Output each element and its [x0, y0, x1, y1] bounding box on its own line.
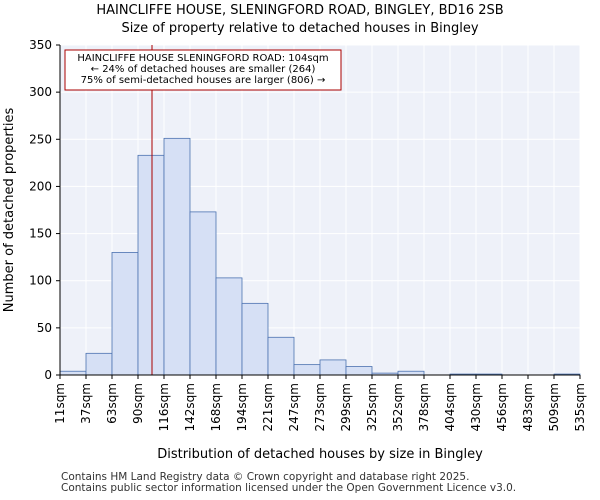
annotation-line-3: 75% of semi-detached houses are larger (… [81, 75, 326, 86]
y-axis-ticks: 0 50 100 150 200 250 300 350 [29, 38, 60, 382]
bar-299sqm [345, 366, 373, 376]
x-tick-label: 378sqm [417, 383, 431, 431]
x-tick-label: 116sqm [157, 383, 171, 431]
x-tick-label: 535sqm [573, 383, 587, 431]
bar-116sqm [163, 137, 191, 376]
bar-247sqm [293, 364, 321, 376]
x-tick-label: 221sqm [261, 383, 275, 431]
x-tick-label: 168sqm [209, 383, 223, 431]
bar-142sqm [189, 211, 217, 376]
x-tick-label: 509sqm [547, 383, 561, 431]
x-tick-label: 325sqm [365, 383, 379, 431]
footer-line-2: Contains public sector information licen… [61, 482, 517, 494]
x-tick-label: 90sqm [131, 383, 145, 424]
x-tick-label: 63sqm [105, 383, 119, 424]
y-tick-label: 150 [29, 227, 52, 241]
chart-subtitle: Size of property relative to detached ho… [121, 21, 479, 36]
bars [59, 137, 581, 376]
annotation-line-2: ← 24% of detached houses are smaller (26… [91, 64, 316, 75]
x-tick-label: 483sqm [521, 383, 535, 431]
annotation-line-1: HAINCLIFFE HOUSE SLENINGFORD ROAD: 104sq… [77, 53, 328, 64]
grid-lines [59, 44, 581, 376]
bar-11sqm [59, 370, 87, 376]
y-tick-label: 0 [44, 368, 52, 382]
x-tick-label: 194sqm [235, 383, 249, 431]
x-tick-label: 456sqm [495, 383, 509, 431]
bar-168sqm [215, 277, 243, 376]
x-tick-label: 247sqm [287, 383, 301, 431]
x-tick-label: 352sqm [391, 383, 405, 431]
footer-line-1: Contains HM Land Registry data © Crown c… [61, 471, 470, 483]
annotation-box: HAINCLIFFE HOUSE SLENINGFORD ROAD: 104sq… [64, 49, 342, 91]
x-tick-label: 299sqm [339, 383, 353, 431]
bar-352sqm [397, 370, 425, 376]
x-axis-ticks: 11sqm 37sqm 63sqm 90sqm 116sqm 142sqm 168sqm 19… [53, 375, 587, 431]
x-tick-label: 404sqm [443, 383, 457, 431]
chart-title-block: HAINCLIFFE HOUSE, SLENINGFORD ROAD, BING… [0, 2, 600, 38]
bar-194sqm [241, 302, 269, 376]
y-tick-label: 200 [29, 179, 52, 193]
x-tick-label: 37sqm [79, 383, 93, 424]
chart-title: HAINCLIFFE HOUSE, SLENINGFORD ROAD, BING… [96, 3, 504, 18]
bar-221sqm [267, 336, 295, 376]
y-tick-label: 350 [29, 38, 52, 52]
annotation-border [64, 49, 342, 91]
bar-90sqm [137, 154, 165, 376]
x-tick-label: 273sqm [313, 383, 327, 431]
x-axis-label: Distribution of detached houses by size … [157, 447, 483, 462]
bar-37sqm [85, 352, 113, 376]
y-tick-label: 100 [29, 274, 52, 288]
y-tick-label: 50 [37, 321, 52, 335]
footer: Contains HM Land Registry data © Crown c… [61, 472, 516, 494]
x-tick-label: 11sqm [53, 383, 67, 424]
y-tick-label: 300 [29, 85, 52, 99]
bar-273sqm [319, 359, 347, 376]
x-tick-label: 430sqm [469, 383, 483, 431]
y-axis-label: Number of detached properties [2, 108, 17, 313]
y-tick-label: 250 [29, 132, 52, 146]
bar-63sqm [111, 252, 139, 376]
x-tick-label: 142sqm [183, 383, 197, 431]
